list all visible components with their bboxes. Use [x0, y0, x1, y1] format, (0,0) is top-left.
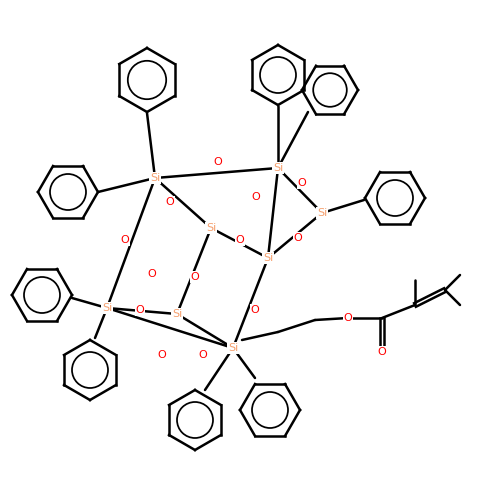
Text: Si: Si: [317, 208, 327, 218]
Text: O: O: [120, 235, 130, 245]
Text: O: O: [166, 197, 174, 207]
Text: O: O: [198, 350, 207, 360]
Text: O: O: [158, 350, 166, 360]
Text: O: O: [252, 192, 260, 202]
Text: Si: Si: [102, 303, 112, 313]
Text: Si: Si: [228, 343, 238, 353]
Text: O: O: [136, 305, 144, 315]
Text: Si: Si: [273, 163, 283, 173]
Text: Si: Si: [172, 309, 182, 319]
Text: O: O: [190, 272, 200, 282]
Text: O: O: [236, 235, 244, 245]
Text: Si: Si: [150, 173, 160, 183]
Text: O: O: [148, 269, 156, 279]
Text: O: O: [294, 233, 302, 243]
Text: O: O: [344, 313, 352, 323]
Text: O: O: [298, 178, 306, 188]
Text: Si: Si: [263, 253, 273, 263]
Text: O: O: [250, 305, 260, 315]
Text: O: O: [214, 157, 222, 167]
Text: Si: Si: [206, 223, 216, 233]
Text: O: O: [378, 347, 386, 357]
